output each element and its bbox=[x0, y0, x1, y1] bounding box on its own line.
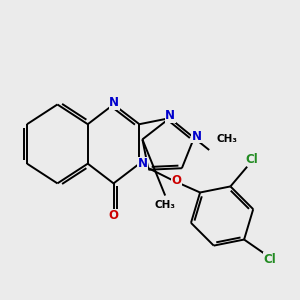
Text: Cl: Cl bbox=[245, 153, 258, 166]
Text: N: N bbox=[109, 96, 119, 110]
Text: N: N bbox=[165, 109, 175, 122]
Text: CH₃: CH₃ bbox=[155, 200, 176, 210]
Text: O: O bbox=[171, 174, 182, 187]
Text: N: N bbox=[192, 130, 202, 143]
Text: O: O bbox=[109, 209, 118, 222]
Text: Cl: Cl bbox=[263, 253, 276, 266]
Text: N: N bbox=[137, 157, 147, 170]
Text: CH₃: CH₃ bbox=[217, 134, 238, 144]
